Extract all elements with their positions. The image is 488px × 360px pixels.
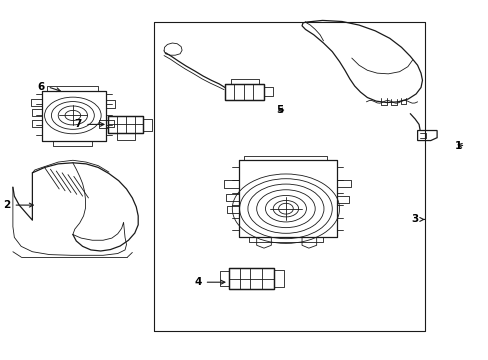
Polygon shape xyxy=(224,84,264,100)
Text: 3: 3 xyxy=(410,215,417,224)
Text: 7: 7 xyxy=(74,120,82,129)
Text: 6: 6 xyxy=(37,82,44,92)
Text: 2: 2 xyxy=(3,200,10,210)
Text: 5: 5 xyxy=(275,105,283,115)
Polygon shape xyxy=(228,268,273,289)
Text: 4: 4 xyxy=(194,277,201,287)
Polygon shape xyxy=(417,131,436,140)
Text: 1: 1 xyxy=(454,141,461,151)
Polygon shape xyxy=(108,116,143,134)
